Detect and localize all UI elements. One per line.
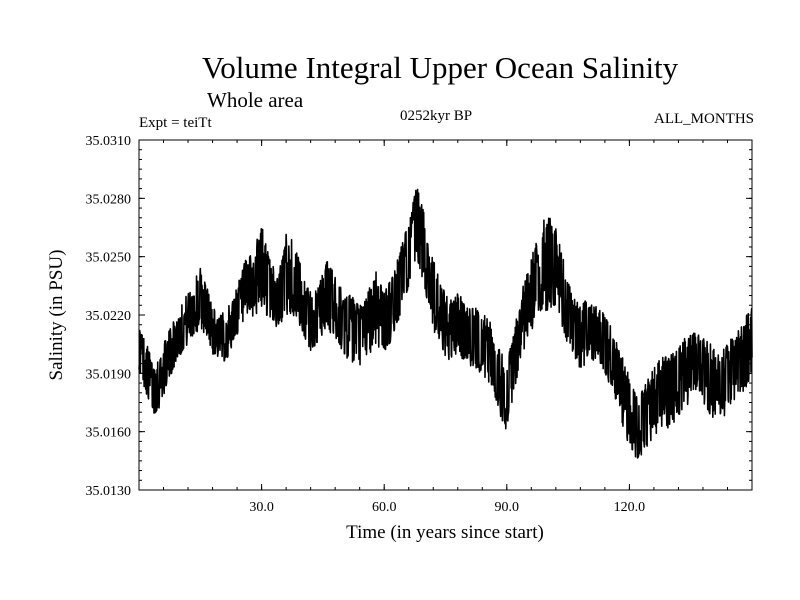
y-tick-label: 35.0220 — [86, 309, 132, 324]
y-tick-label: 35.0190 — [86, 367, 132, 382]
y-tick-label: 35.0130 — [86, 484, 132, 499]
x-tick-label: 30.0 — [249, 500, 274, 515]
x-tick-label: 60.0 — [372, 500, 397, 515]
y-tick-label: 35.0160 — [86, 426, 132, 441]
y-tick-label: 35.0310 — [86, 134, 132, 149]
salinity-series-line — [139, 189, 752, 457]
x-tick-label: 90.0 — [495, 500, 520, 515]
data-layer — [139, 189, 752, 457]
y-tick-label: 35.0280 — [86, 192, 132, 207]
x-tick-label: 120.0 — [614, 500, 646, 515]
x-axis-label: Time (in years since start) — [346, 522, 544, 543]
salinity-chart: 35.0130 35.0160 35.0190 35.0220 35.0250 35.02… — [0, 0, 800, 600]
y-tick-label: 35.0250 — [86, 251, 132, 266]
y-axis-label: Salinity (in PSU) — [46, 250, 67, 381]
